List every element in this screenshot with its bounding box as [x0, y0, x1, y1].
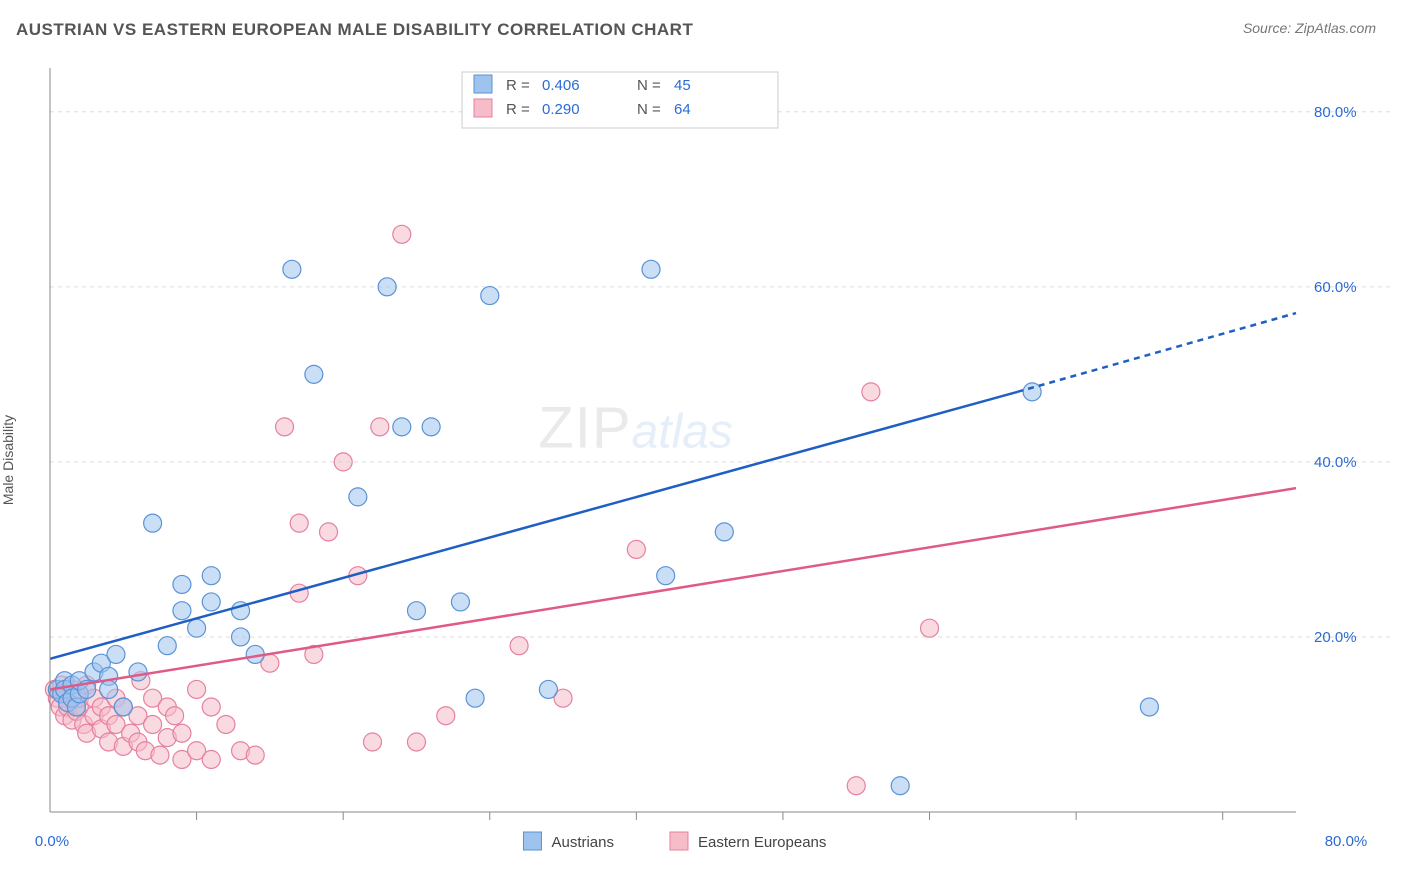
- data-point: [188, 680, 206, 698]
- legend-label: Eastern Europeans: [698, 834, 826, 851]
- svg-text:R =: R =: [506, 101, 530, 118]
- chart-area: Male Disability ZIPatlas 20.0% 40.0% 60.0% 8…: [0, 50, 1406, 870]
- data-point: [642, 260, 660, 278]
- legend-label: Austrians: [551, 834, 614, 851]
- data-point: [334, 453, 352, 471]
- svg-text:N =: N =: [637, 77, 661, 94]
- stats-legend: R = 0.406 N = 45 R = 0.290 N = 64: [462, 72, 778, 128]
- data-point: [371, 418, 389, 436]
- data-point: [466, 689, 484, 707]
- trend-line: [50, 392, 1017, 659]
- data-point: [847, 777, 865, 795]
- svg-text:R =: R =: [506, 77, 530, 94]
- data-point: [715, 523, 733, 541]
- y-tick-label: 20.0%: [1314, 629, 1357, 646]
- legend-swatch: [523, 832, 541, 850]
- data-point: [407, 733, 425, 751]
- data-point: [451, 593, 469, 611]
- data-point: [349, 488, 367, 506]
- data-point: [232, 628, 250, 646]
- y-axis-label: Male Disability: [0, 415, 16, 505]
- data-point: [422, 418, 440, 436]
- data-point: [276, 418, 294, 436]
- svg-text:0.290: 0.290: [542, 101, 580, 118]
- data-point: [1023, 383, 1041, 401]
- data-point: [158, 637, 176, 655]
- data-point: [217, 715, 235, 733]
- svg-text:N =: N =: [637, 101, 661, 118]
- data-point: [290, 584, 308, 602]
- x-tick-label: 80.0%: [1325, 833, 1368, 850]
- data-point: [510, 637, 528, 655]
- data-point: [657, 567, 675, 585]
- data-point: [407, 602, 425, 620]
- data-point: [166, 707, 184, 725]
- data-point: [393, 418, 411, 436]
- data-point: [378, 278, 396, 296]
- data-point: [129, 663, 147, 681]
- data-point: [437, 707, 455, 725]
- trend-line-extrapolated: [1017, 313, 1296, 392]
- scatter-chart: ZIPatlas 20.0% 40.0% 60.0% 80.0% 0.0% 80.0% R =…: [0, 50, 1406, 870]
- trend-line: [50, 488, 1296, 689]
- chart-source: Source: ZipAtlas.com: [1243, 20, 1376, 36]
- chart-header: AUSTRIAN VS EASTERN EUROPEAN MALE DISABI…: [0, 0, 1406, 50]
- data-point: [114, 698, 132, 716]
- data-point: [173, 575, 191, 593]
- data-point: [393, 225, 411, 243]
- data-point: [144, 715, 162, 733]
- data-point: [891, 777, 909, 795]
- data-point: [107, 645, 125, 663]
- data-point: [320, 523, 338, 541]
- data-point: [246, 746, 264, 764]
- data-point: [539, 680, 557, 698]
- watermark: ZIPatlas: [538, 395, 733, 460]
- data-point: [363, 733, 381, 751]
- data-point: [202, 593, 220, 611]
- data-point: [862, 383, 880, 401]
- y-tick-label: 60.0%: [1314, 279, 1357, 296]
- series-legend: Austrians Eastern Europeans: [523, 832, 826, 851]
- data-point: [202, 698, 220, 716]
- data-point: [151, 746, 169, 764]
- data-point: [283, 260, 301, 278]
- legend-swatch: [474, 99, 492, 117]
- svg-text:ZIPatlas: ZIPatlas: [538, 395, 733, 460]
- data-point: [173, 724, 191, 742]
- svg-text:0.406: 0.406: [542, 77, 580, 94]
- data-point: [144, 514, 162, 532]
- svg-text:64: 64: [674, 101, 691, 118]
- data-point: [202, 567, 220, 585]
- data-point: [202, 750, 220, 768]
- data-point: [305, 365, 323, 383]
- legend-swatch: [670, 832, 688, 850]
- y-tick-label: 80.0%: [1314, 104, 1357, 121]
- y-tick-label: 40.0%: [1314, 454, 1357, 471]
- data-point: [100, 680, 118, 698]
- data-point: [627, 540, 645, 558]
- data-point: [290, 514, 308, 532]
- data-point: [1140, 698, 1158, 716]
- svg-text:45: 45: [674, 77, 691, 94]
- x-tick-label: 0.0%: [35, 833, 69, 850]
- legend-swatch: [474, 75, 492, 93]
- data-point: [173, 602, 191, 620]
- data-point: [921, 619, 939, 637]
- chart-title: AUSTRIAN VS EASTERN EUROPEAN MALE DISABI…: [16, 20, 693, 40]
- data-point: [188, 619, 206, 637]
- data-point: [481, 287, 499, 305]
